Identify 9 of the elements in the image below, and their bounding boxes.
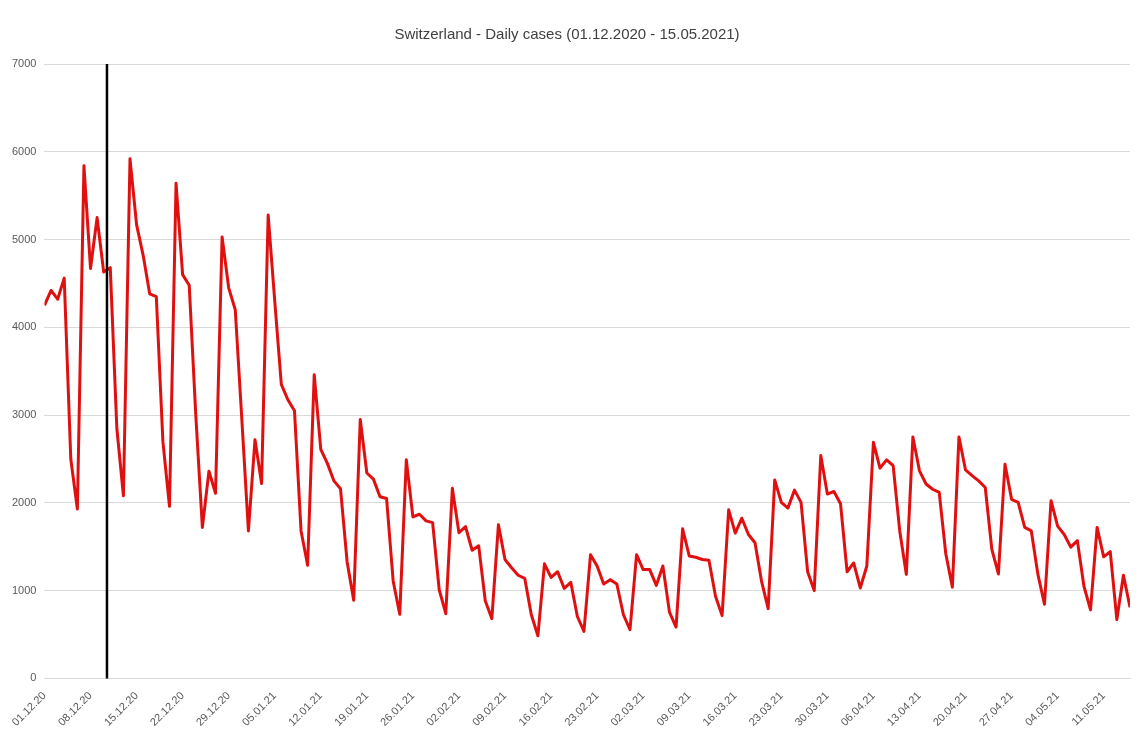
y-tick-label: 1000 (11, 583, 37, 596)
y-tick-label: 4000 (11, 320, 37, 333)
y-tick-label: 0 (30, 671, 37, 684)
y-tick-label: 2000 (11, 495, 37, 508)
y-tick-label: 3000 (11, 408, 37, 421)
y-tick-label: 5000 (11, 232, 37, 245)
y-tick-label: 6000 (11, 144, 37, 157)
y-tick-label: 7000 (11, 57, 37, 70)
chart-title: Switzerland - Daily cases (01.12.2020 - 15.05.2021) (394, 25, 740, 43)
